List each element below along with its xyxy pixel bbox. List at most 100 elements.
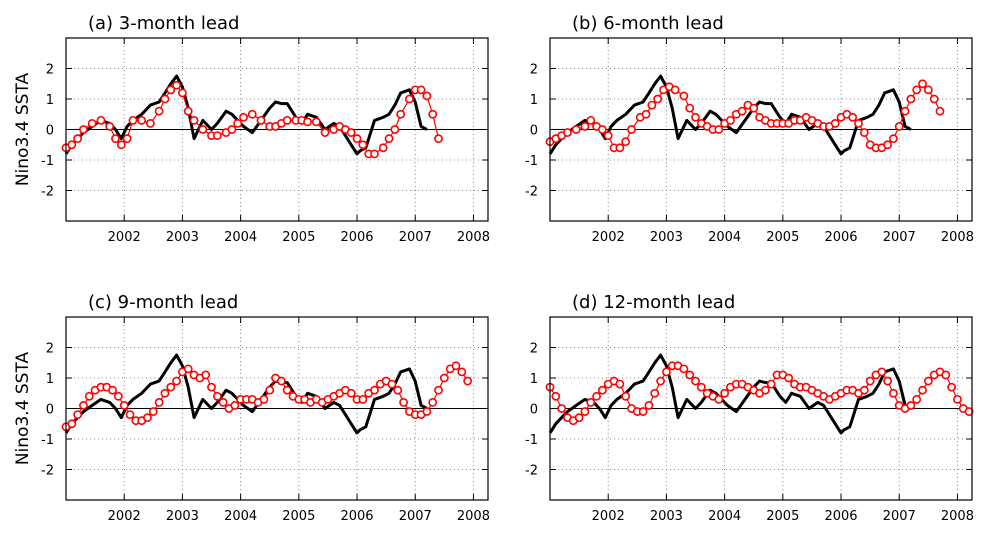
forecast-point <box>918 79 927 89</box>
plot-frame <box>549 316 973 501</box>
x-tick-label: 2004 <box>224 509 257 524</box>
forecast-point <box>685 103 695 113</box>
y-tick-label: -1 <box>525 433 538 448</box>
forecast-point <box>679 91 689 101</box>
x-tick-label: 2006 <box>824 509 857 524</box>
forecast-point <box>784 373 794 383</box>
x-tick-label: 2002 <box>592 509 625 524</box>
x-tick-label: 2005 <box>766 230 799 245</box>
forecast-point <box>67 419 77 429</box>
forecast-point <box>166 85 176 95</box>
forecast-point <box>160 388 170 398</box>
x-tick-label: 2003 <box>166 509 199 524</box>
forecast-point <box>79 125 88 134</box>
forecast-point <box>122 134 132 144</box>
y-tick-label: 1 <box>46 372 54 387</box>
forecast-point <box>259 394 269 404</box>
x-tick-label: 2006 <box>340 509 373 524</box>
forecast-point <box>178 88 187 98</box>
forecast-point <box>859 128 869 137</box>
forecast-point <box>670 85 680 95</box>
forecast-point <box>387 379 397 389</box>
forecast-point <box>390 125 400 134</box>
y-tick-label: -1 <box>41 433 54 448</box>
forecast-point <box>737 106 747 116</box>
y-tick-label: 2 <box>530 63 538 78</box>
x-tick-label: 2006 <box>824 230 857 245</box>
forecast-point <box>116 140 126 150</box>
forecast-point <box>399 397 408 407</box>
forecast-point <box>679 364 689 374</box>
forecast-point <box>96 115 106 125</box>
x-tick-label: 2002 <box>108 509 141 524</box>
forecast-point <box>947 382 957 392</box>
x-tick-label: 2004 <box>224 230 257 245</box>
forecast-point <box>428 397 438 407</box>
forecast-point <box>557 404 567 413</box>
forecast-point <box>189 115 199 125</box>
y-tick-label: -1 <box>525 154 538 169</box>
forecast-point <box>656 376 665 386</box>
forecast-point <box>726 115 735 125</box>
forecast-point <box>227 125 237 134</box>
forecast-point <box>218 397 228 407</box>
forecast-point <box>714 125 724 134</box>
forecast-point <box>143 413 152 423</box>
y-tick-label: 0 <box>530 124 538 139</box>
forecast-point <box>883 140 892 150</box>
forecast-point <box>638 407 648 416</box>
forecast-point <box>256 115 266 125</box>
forecast-point <box>854 119 863 128</box>
forecast-point <box>84 391 94 401</box>
forecast-point <box>586 397 596 407</box>
forecast-point <box>212 391 222 401</box>
forecast-point <box>378 143 388 153</box>
forecast-point <box>166 382 176 392</box>
forecast-point <box>766 379 776 389</box>
y-tick-label: -1 <box>41 154 54 169</box>
forecast-point <box>154 106 164 116</box>
forecast-point <box>603 131 613 140</box>
observed-series-line <box>64 74 428 156</box>
forecast-point <box>749 103 759 113</box>
forecast-point <box>894 122 904 131</box>
x-tick-label: 2004 <box>708 509 741 524</box>
forecast-point <box>172 80 181 90</box>
y-tick-label: 1 <box>530 93 538 108</box>
forecast-point <box>125 410 135 419</box>
x-tick-label: 2003 <box>650 509 683 524</box>
y-tick-label: -2 <box>41 185 54 200</box>
y-tick-label: 1 <box>46 93 54 108</box>
forecast-point <box>662 367 671 377</box>
forecast-point <box>370 149 379 159</box>
forecast-point <box>964 407 974 416</box>
forecast-point <box>900 106 910 116</box>
forecast-point <box>154 397 164 407</box>
forecast-point <box>653 94 663 104</box>
forecast-point <box>87 119 97 128</box>
forecast-point <box>346 388 356 398</box>
x-tick-label: 2007 <box>399 509 432 524</box>
forecast-point <box>172 376 181 386</box>
y-tick-label: 0 <box>46 403 54 418</box>
x-tick-label: 2005 <box>766 509 799 524</box>
forecast-point <box>621 137 631 147</box>
forecast-point <box>73 410 83 419</box>
forecast-point <box>760 385 770 395</box>
forecast-point <box>416 85 426 95</box>
x-tick-label: 2004 <box>708 230 741 245</box>
forecast-point <box>67 140 77 150</box>
forecast-point <box>621 391 631 401</box>
plot-frame <box>65 37 489 222</box>
forecast-point <box>352 134 362 144</box>
forecast-point <box>137 115 147 125</box>
forecast-point <box>889 134 898 144</box>
forecast-point <box>720 388 730 398</box>
forecast-point <box>906 401 916 410</box>
y-axis-label: Nino3.4 SSTA <box>13 351 33 465</box>
forecast-point <box>111 134 120 144</box>
forecast-point <box>405 94 414 104</box>
forecast-point <box>615 379 625 389</box>
x-tick-label: 2008 <box>941 509 974 524</box>
forecast-point <box>451 361 461 371</box>
